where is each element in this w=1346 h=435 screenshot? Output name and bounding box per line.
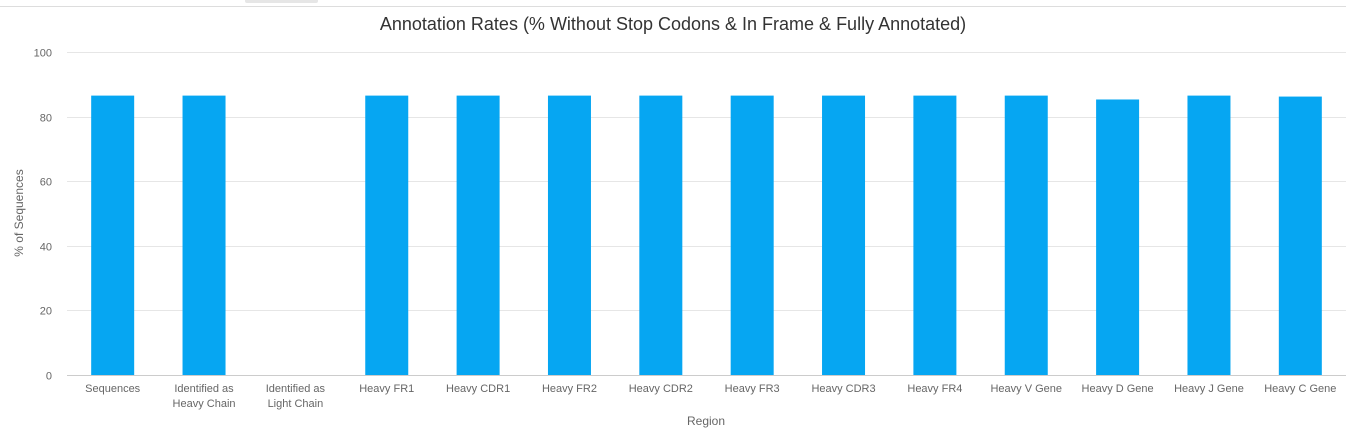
bar[interactable]	[547, 95, 591, 375]
x-axis-title: Region	[687, 414, 725, 428]
x-tick-label: Sequences	[85, 383, 141, 395]
x-tick-label: Heavy V Gene	[990, 383, 1062, 395]
bar[interactable]	[913, 95, 957, 375]
y-tick-label: 40	[40, 242, 52, 254]
bar[interactable]	[91, 95, 135, 375]
bars	[91, 95, 1322, 375]
bar[interactable]	[1096, 99, 1140, 375]
grid-lines	[67, 52, 1346, 311]
top-divider	[0, 6, 1346, 7]
bar[interactable]	[822, 95, 866, 375]
x-tick-label: Heavy CDR1	[446, 383, 510, 395]
y-tick-label: 60	[40, 177, 52, 189]
x-tick-label: Identified as Heavy Chain	[173, 383, 236, 410]
x-tick-label: Heavy FR2	[542, 383, 597, 395]
x-tick-label: Heavy FR1	[359, 383, 414, 395]
y-axis-title: % of Sequences	[12, 169, 26, 256]
chart-title: Annotation Rates (% Without Stop Codons …	[379, 14, 967, 34]
y-axis-ticks: 0 20 40 60 80 100	[34, 48, 52, 383]
bar[interactable]	[639, 95, 683, 375]
x-tick-label: Heavy CDR3	[811, 383, 875, 395]
x-tick-label: Heavy CDR2	[629, 383, 693, 395]
x-tick-label: Heavy J Gene	[1174, 383, 1244, 395]
x-tick-label: Heavy D Gene	[1082, 383, 1154, 395]
x-tick-label: Heavy FR4	[907, 383, 962, 395]
top-tab-indicator	[245, 0, 318, 3]
bar[interactable]	[456, 95, 500, 375]
y-tick-label: 100	[34, 48, 52, 60]
bar[interactable]	[1187, 95, 1231, 375]
y-tick-label: 80	[40, 113, 52, 125]
x-tick-label: Identified as Light Chain	[266, 383, 326, 410]
bar[interactable]	[730, 95, 774, 375]
x-tick-label: Heavy FR3	[725, 383, 780, 395]
y-tick-label: 0	[46, 371, 52, 383]
y-tick-label: 20	[40, 306, 52, 318]
bar[interactable]	[365, 95, 409, 375]
bar[interactable]	[182, 95, 226, 375]
bar[interactable]	[1004, 95, 1048, 375]
bar[interactable]	[1278, 96, 1322, 375]
x-tick-label: Heavy C Gene	[1264, 383, 1336, 395]
x-axis-ticks: Sequences Identified as Heavy Chain Identif…	[85, 383, 1336, 410]
